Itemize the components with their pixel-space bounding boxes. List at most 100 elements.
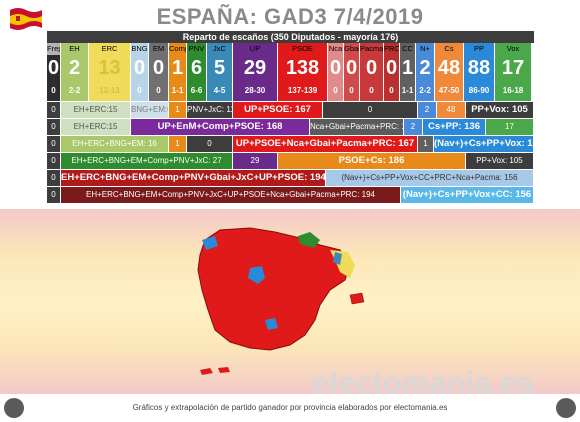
- seat-range-erc: 12-13: [89, 81, 131, 101]
- spain-map: [197, 227, 365, 375]
- party-header-vox: Vox: [495, 43, 532, 55]
- table-subtitle: Reparto de escaños (350 Diputados - mayo…: [47, 31, 534, 43]
- seat-range-em: 0: [149, 81, 169, 101]
- coalition-cell: EH+ERC+BNG+EM+Comp+PNV+Gbai+JxC+UP+PSOE:…: [61, 170, 326, 186]
- seat-range-frep: 0: [47, 81, 61, 101]
- watermark: electomania.es: [312, 365, 535, 400]
- seat-count-row: 0 2 13 0 0 1 6 5 29 138 0 0 0 0 1 2 48 88 17: [47, 55, 534, 81]
- coalition-cell: PP+Vox: 105: [466, 153, 534, 169]
- seat-range-eh: 2-2: [61, 81, 89, 101]
- seat-range-row: 0 2-2 12-13 0 0 1-1 6-6 4-5 28-30 137-139 0 0 0 0 1-1 2…: [47, 81, 534, 101]
- seats-jxc: 5: [207, 55, 233, 81]
- seats-up: 29: [233, 55, 278, 81]
- party-header-n: N+: [416, 43, 435, 55]
- map-canary-islands: [200, 367, 230, 375]
- coalition-cell: 0: [323, 102, 418, 118]
- coalition-cell: 1: [418, 136, 434, 152]
- seats-em: 0: [149, 55, 169, 81]
- seat-range-vox: 16-18: [495, 81, 532, 101]
- coalition-cell: UP+PSOE+Nca+Gbai+Pacma+PRC: 167: [233, 136, 418, 152]
- coalition-row-5: 0 EH+ERC+BNG+EM+Comp+PNV+Gbai+JxC+UP+PSOE…: [47, 170, 534, 186]
- seat-range-psoe: 137-139: [278, 81, 328, 101]
- seat-range-comp: 1-1: [169, 81, 187, 101]
- coalition-cell: 0: [47, 119, 61, 135]
- map-galicia-pp: [202, 236, 218, 250]
- map-madrid: [248, 266, 265, 284]
- coalition-cell: EH+ERC+BNG+EM: 16: [61, 136, 169, 152]
- electomania-logo-right: [556, 398, 576, 418]
- coalition-cell: EH+ERC+BNG+EM+Comp+PNV+JxC+UP+PSOE+Nca+G…: [61, 187, 401, 203]
- map-andalusia-pp: [265, 318, 278, 330]
- seats-bng: 0: [131, 55, 149, 81]
- seats-pp: 88: [464, 55, 495, 81]
- seat-range-pnv: 6-6: [187, 81, 207, 101]
- coalition-cell: 0: [47, 102, 61, 118]
- coalition-cell: 17: [486, 119, 534, 135]
- footer-text: Gráficos y extrapolación de partido gana…: [132, 403, 448, 412]
- map-balearic: [349, 292, 365, 305]
- spain-flag-icon: [10, 8, 42, 30]
- party-header-prc: PRC: [384, 43, 400, 55]
- seats-comp: 1: [169, 55, 187, 81]
- coalition-cell: EH+ERC+BNG+EM+Comp+PNV+JxC: 27: [61, 153, 233, 169]
- seats-cc: 1: [400, 55, 416, 81]
- coalition-cell: UP+PSOE: 167: [233, 102, 323, 118]
- coalition-cell: (Nav+)+Cs+PP+Vox: 155: [434, 136, 534, 152]
- party-header-pp: PP: [464, 43, 495, 55]
- seats-frep: 0: [47, 55, 61, 81]
- coalition-cell: 0: [47, 136, 61, 152]
- coalition-row-2: 0 EH+ERC:15 UP+EnM+Comp+PSOE: 168 Nca+Gbai+…: [47, 119, 534, 135]
- coalition-cell: PP+Vox: 105: [466, 102, 534, 118]
- coalition-rows: 0 EH+ERC:15 BNG+EM:0 1 PNV+JxC: 11 UP+PSOE: 1…: [47, 102, 534, 203]
- seats-n: 2: [416, 55, 435, 81]
- party-header-row: FrepEHERCBNGEMCompPNVJxCUPPSOENcaGbaiPac…: [47, 43, 534, 55]
- coalition-cell: 2: [418, 102, 437, 118]
- coalition-cell: 0: [47, 153, 61, 169]
- party-header-psoe: PSOE: [278, 43, 328, 55]
- party-header-gbai: Gbai: [344, 43, 360, 55]
- seats-prc: 0: [384, 55, 400, 81]
- coalition-cell: 1: [169, 136, 187, 152]
- coalition-cell: BNG+EM:0: [131, 102, 169, 118]
- seats-cs: 48: [435, 55, 464, 81]
- seat-range-cs: 47-50: [435, 81, 464, 101]
- party-header-pnv: PNV: [187, 43, 207, 55]
- map-lleida: [333, 252, 342, 265]
- coalition-cell: (Nav+)+Cs+PP+Vox+CC+PRC+Nca+Pacma: 156: [326, 170, 534, 186]
- party-header-up: UP: [233, 43, 278, 55]
- seat-range-cc: 1-1: [400, 81, 416, 101]
- seat-range-nca: 0: [328, 81, 344, 101]
- seat-range-prc: 0: [384, 81, 400, 101]
- coalition-cell: UP+EnM+Comp+PSOE: 168: [131, 119, 310, 135]
- seat-range-pp: 86-90: [464, 81, 495, 101]
- map-basque-country: [298, 232, 320, 248]
- seat-range-bng: 0: [131, 81, 149, 101]
- coalition-row-6: 0 EH+ERC+BNG+EM+Comp+PNV+JxC+UP+PSOE+Nca+…: [47, 187, 534, 203]
- party-header-comp: Comp: [169, 43, 187, 55]
- electomania-logo-left: [4, 398, 24, 418]
- seats-nca: 0: [328, 55, 344, 81]
- party-header-bng: BNG: [131, 43, 149, 55]
- party-header-nca: Nca: [328, 43, 344, 55]
- coalition-cell: EH+ERC:15: [61, 119, 131, 135]
- coalition-row-1: 0 EH+ERC:15 BNG+EM:0 1 PNV+JxC: 11 UP+PSOE: 1…: [47, 102, 534, 118]
- seats-eh: 2: [61, 55, 89, 81]
- party-header-jxc: JxC: [207, 43, 233, 55]
- seats-erc: 13: [89, 55, 131, 81]
- seats-gbai: 0: [344, 55, 360, 81]
- party-header-frep: Frep: [47, 43, 61, 55]
- coalition-cell: 29: [233, 153, 278, 169]
- seats-vox: 17: [495, 55, 532, 81]
- seat-range-up: 28-30: [233, 81, 278, 101]
- seats-pnv: 6: [187, 55, 207, 81]
- party-header-erc: ERC: [89, 43, 131, 55]
- seat-range-n: 2-2: [416, 81, 435, 101]
- map-mainland: [197, 227, 351, 351]
- coalition-cell: PSOE+Cs: 186: [278, 153, 466, 169]
- party-header-pacma: Pacma: [360, 43, 384, 55]
- coalition-cell: 0: [47, 187, 61, 203]
- coalition-cell: Nca+Gbai+Pacma+PRC: 1: [310, 119, 404, 135]
- seats-psoe: 138: [278, 55, 328, 81]
- seats-pacma: 0: [360, 55, 384, 81]
- coalition-cell: 48: [437, 102, 466, 118]
